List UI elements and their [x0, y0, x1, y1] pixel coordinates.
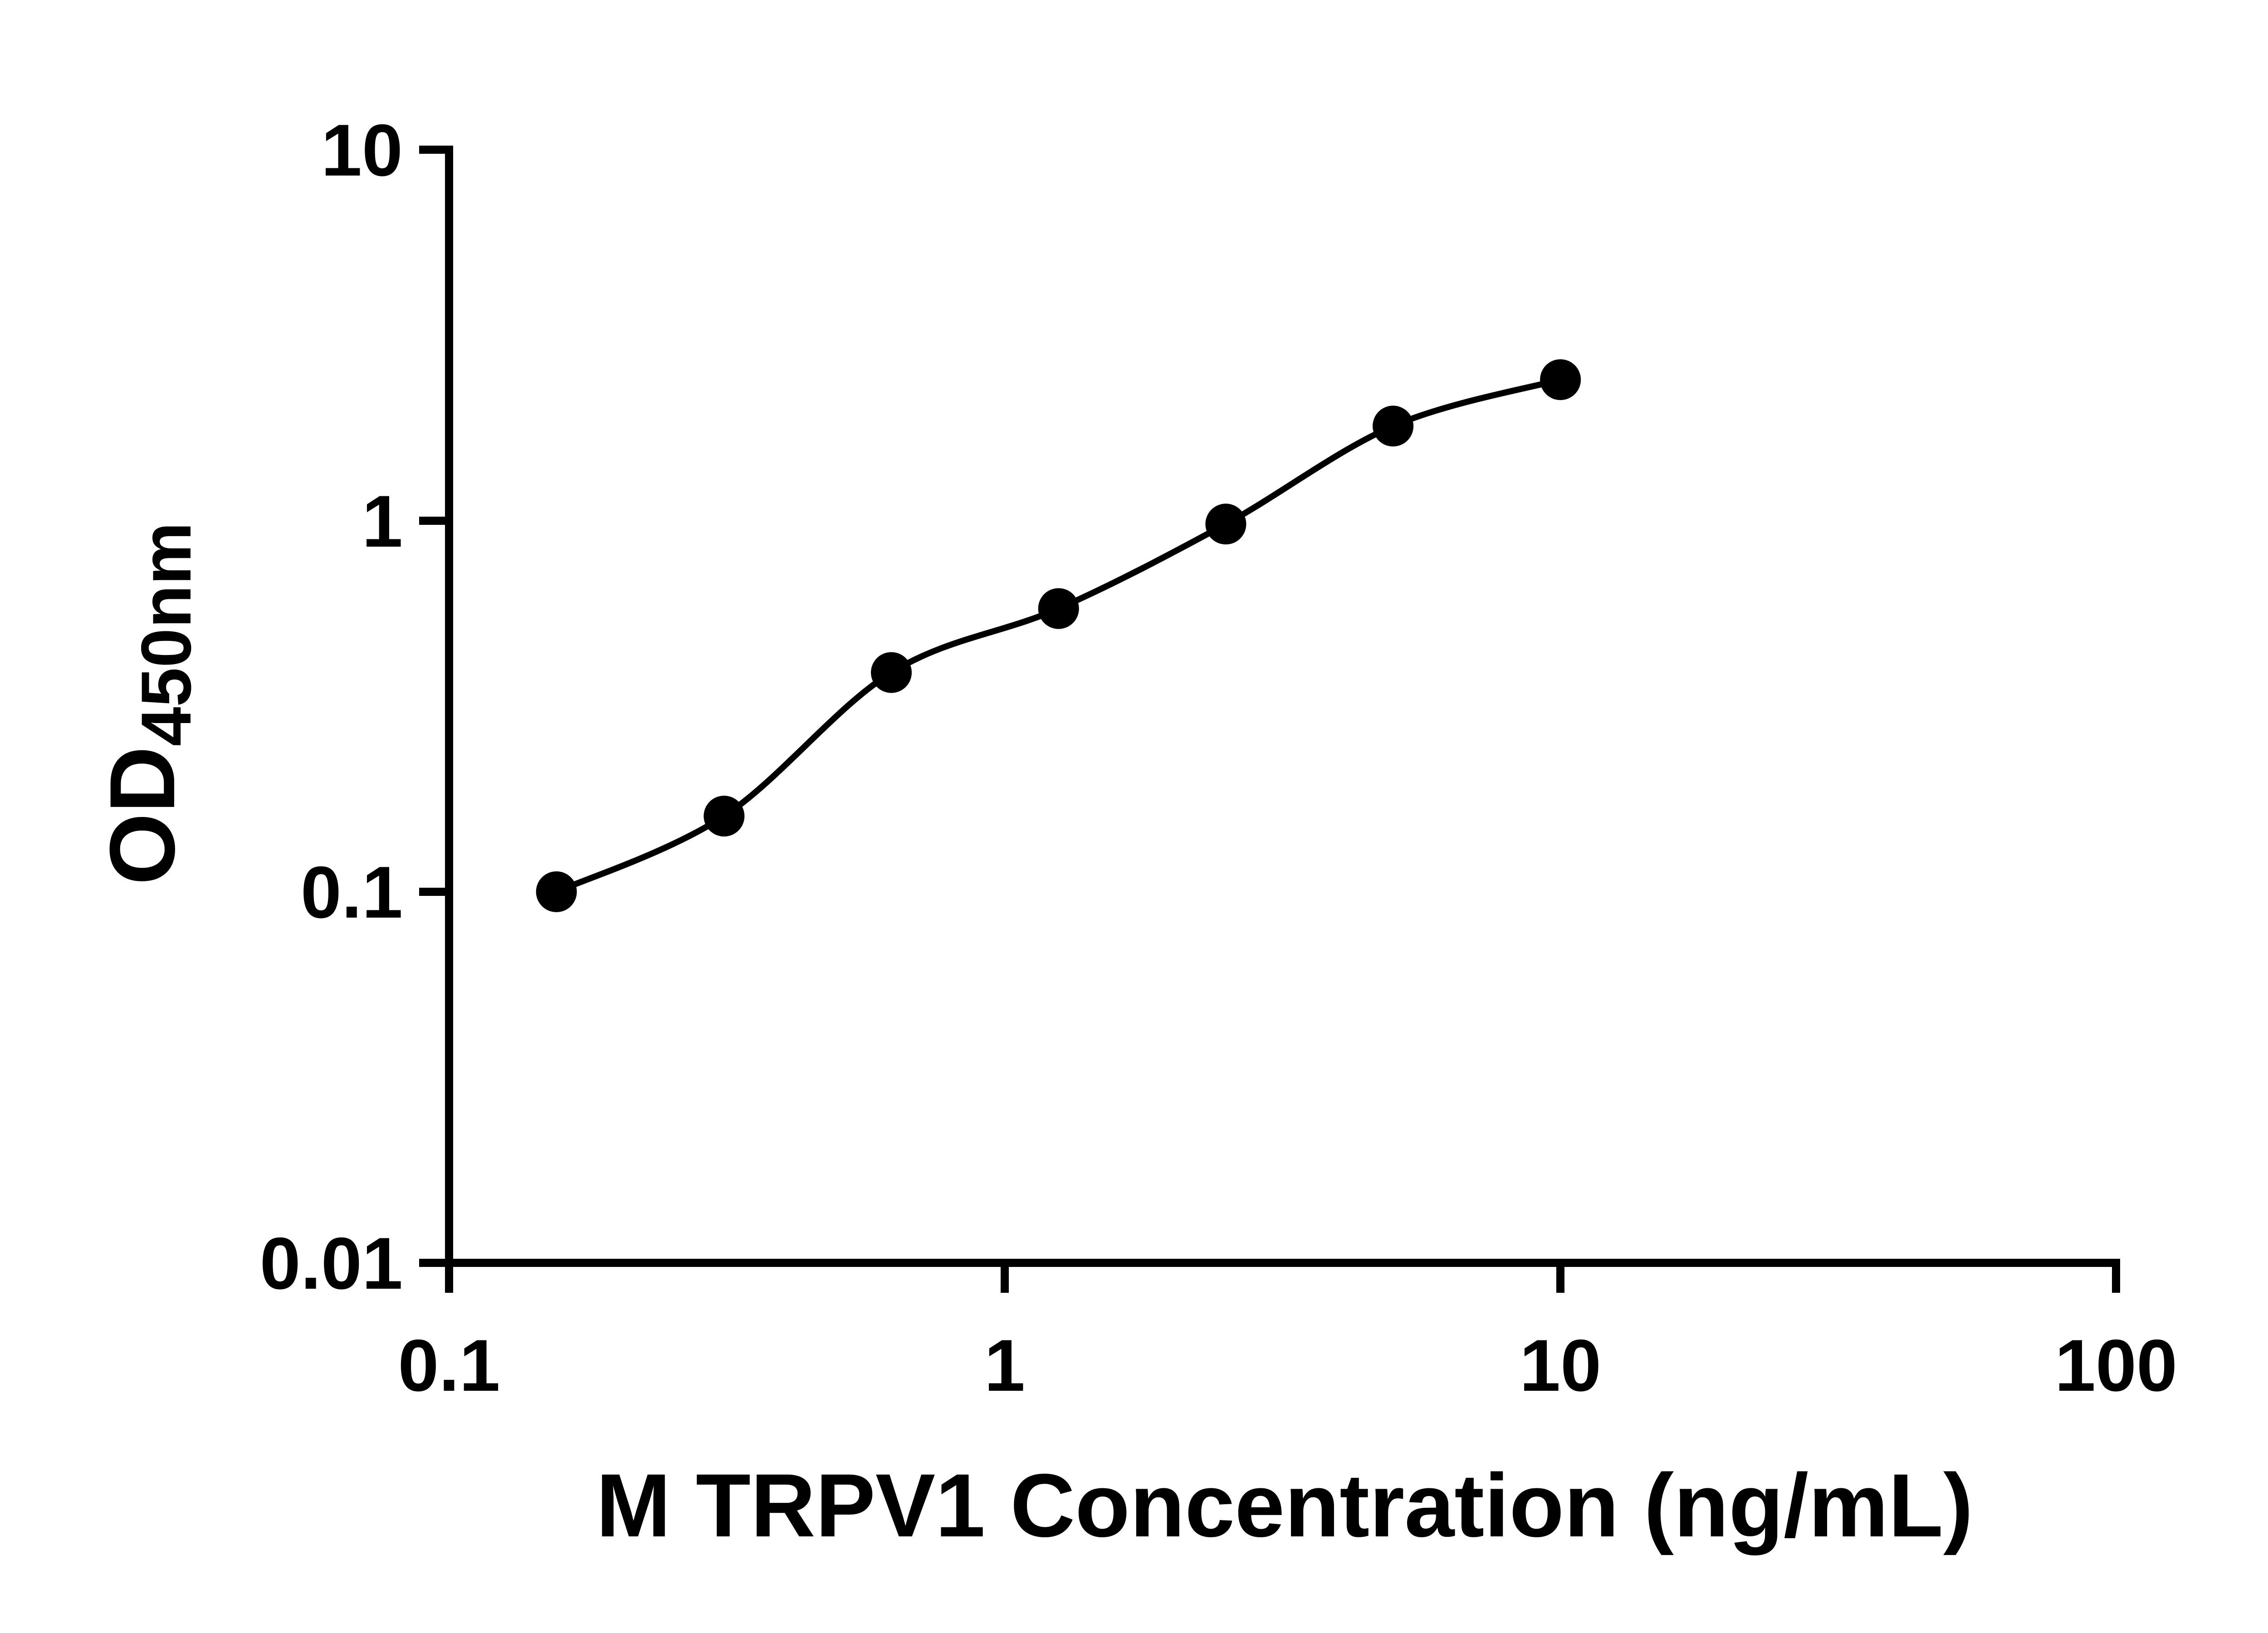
y-tick-label: 0.01: [260, 1222, 403, 1305]
data-point: [704, 796, 745, 837]
x-axis-title: M TRPV1 Concentration (ng/mL): [596, 1455, 1973, 1555]
x-tick-label: 10: [1520, 1325, 1601, 1407]
y-tick-label: 0.1: [301, 851, 403, 934]
data-point: [1540, 359, 1581, 400]
data-point: [1205, 504, 1246, 545]
y-axis-title-main: OD: [91, 746, 195, 885]
y-tick-label: 10: [321, 109, 403, 191]
data-point: [871, 652, 912, 693]
data-point: [536, 871, 577, 912]
x-tick-label: 0.1: [398, 1325, 500, 1407]
y-tick-label: 1: [362, 480, 403, 562]
x-tick-label: 1: [984, 1325, 1025, 1407]
data-point: [1038, 588, 1079, 629]
y-axis-title: OD450nm: [88, 486, 207, 921]
x-tick-label: 100: [2055, 1325, 2177, 1407]
y-axis-title-subscript: 450nm: [128, 522, 207, 747]
data-point: [1373, 406, 1414, 447]
